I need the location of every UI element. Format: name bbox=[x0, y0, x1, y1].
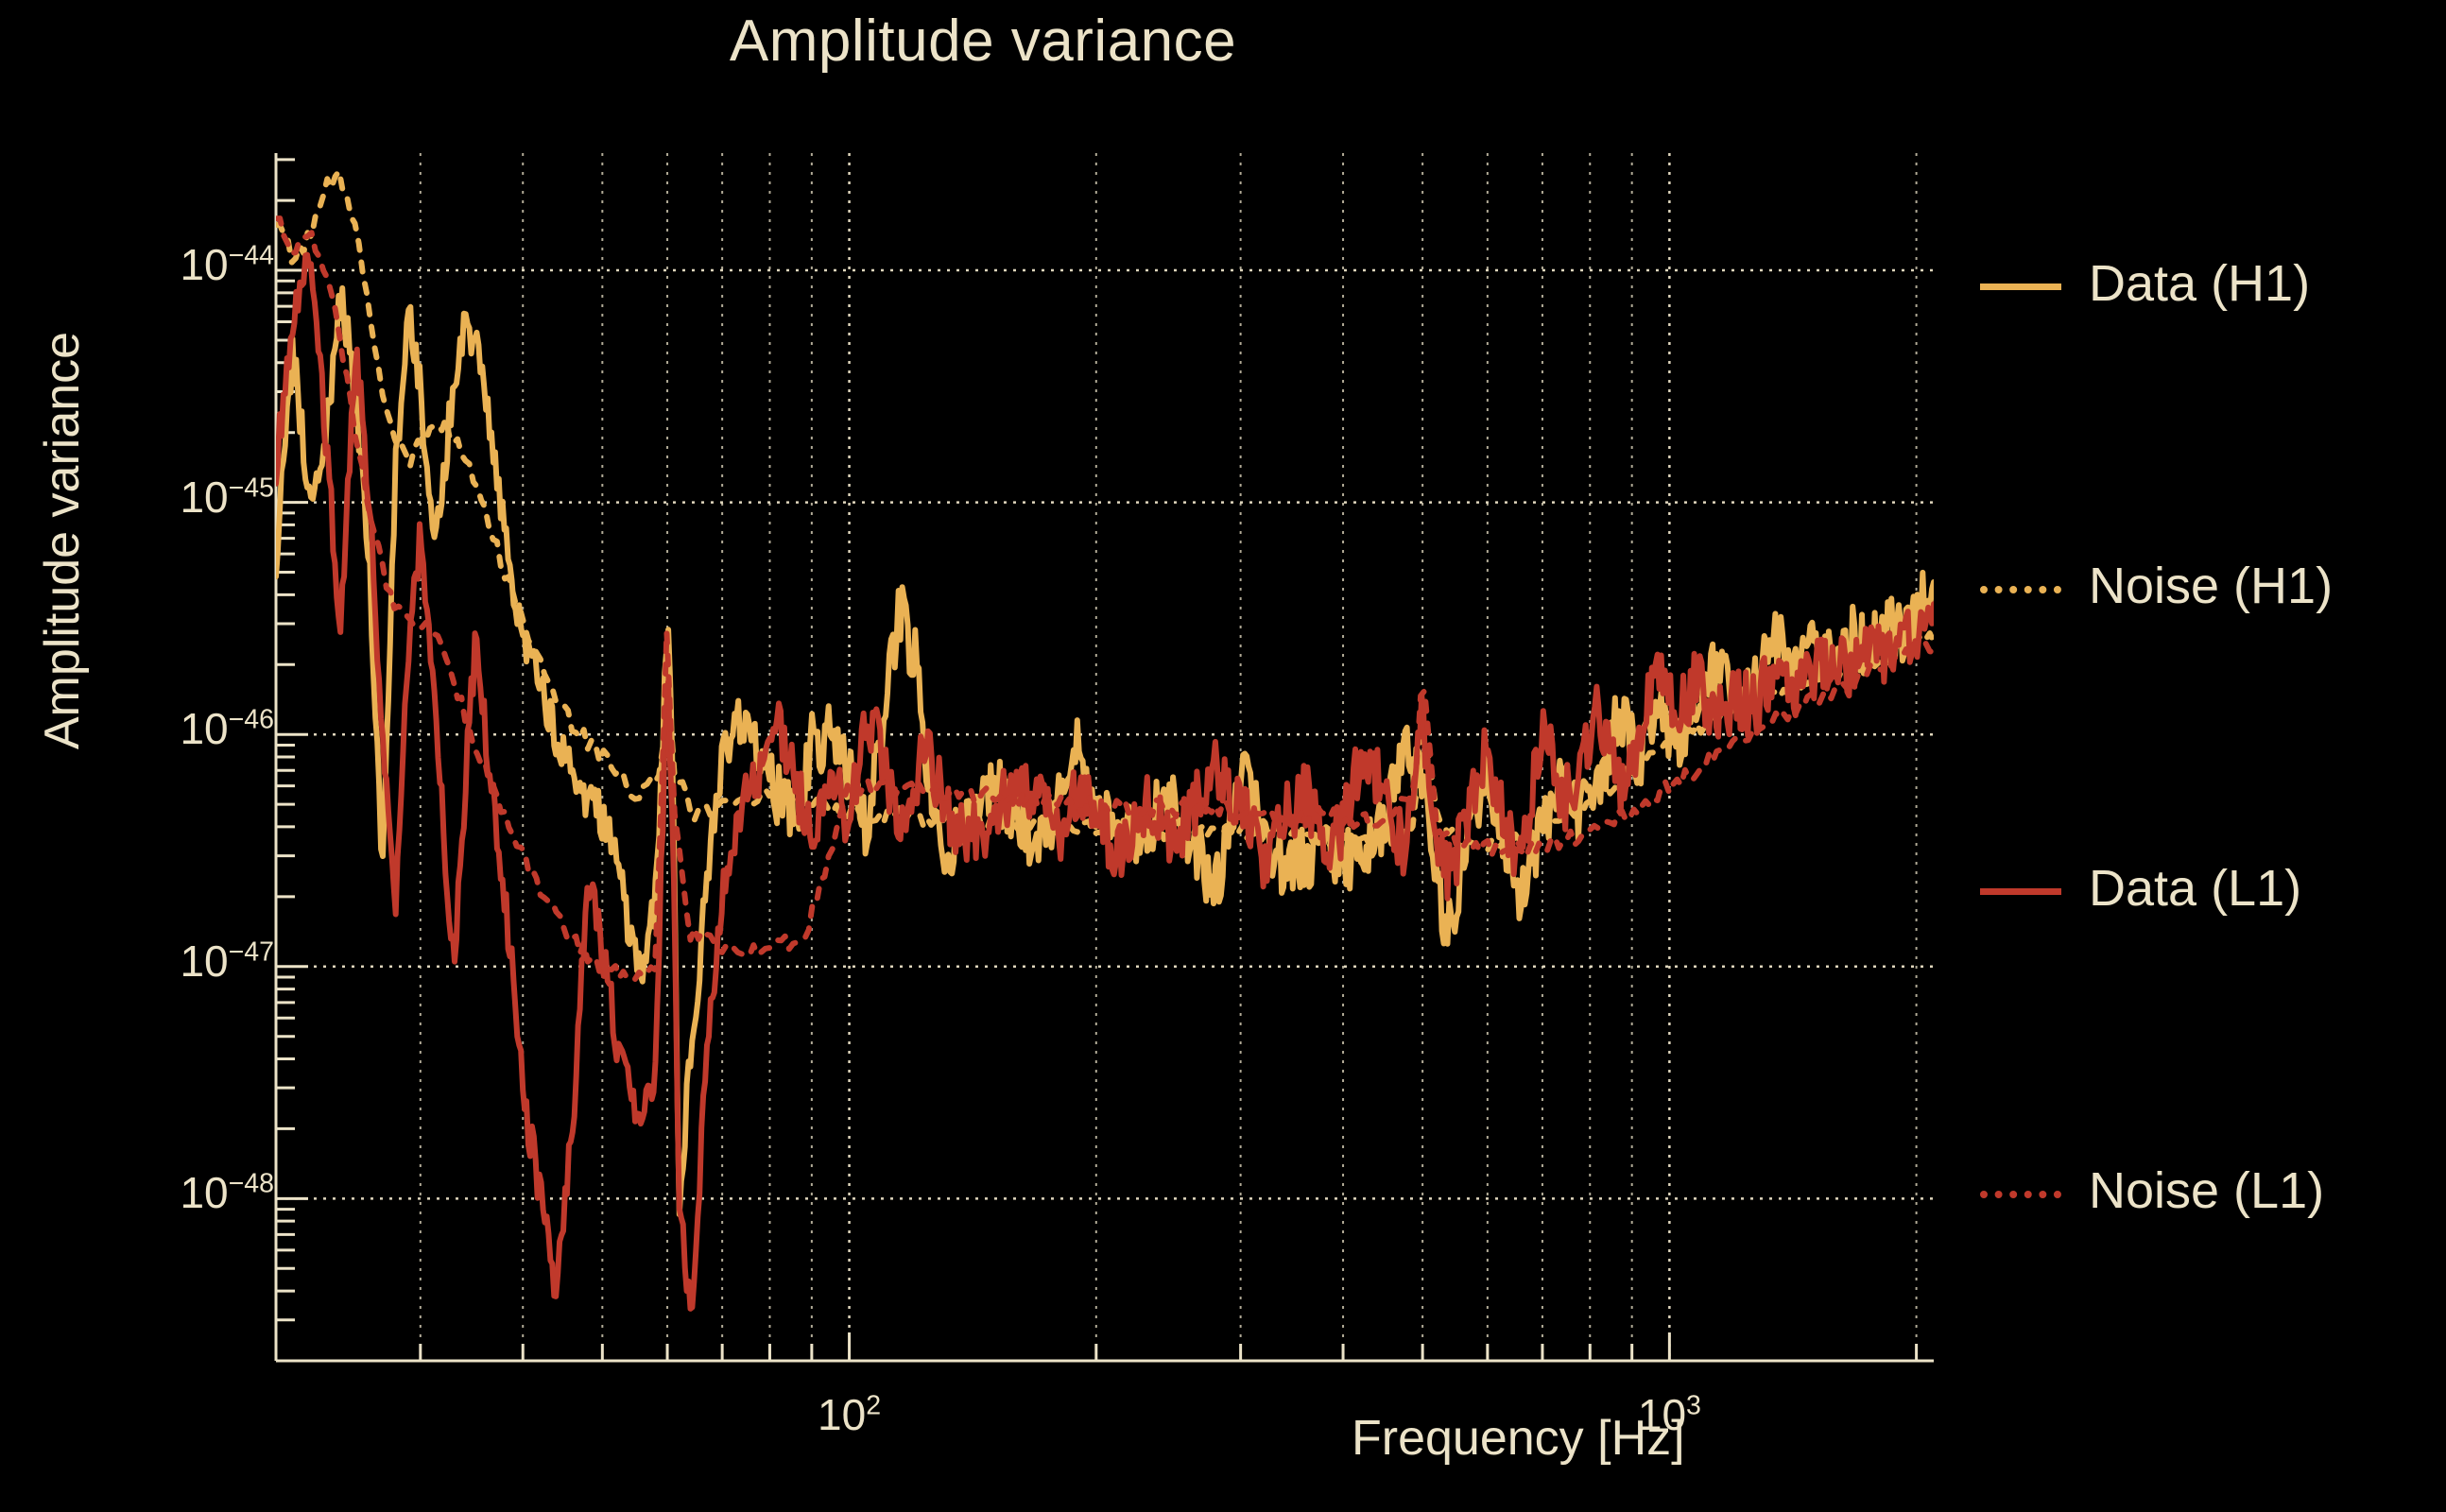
legend-entry-noise-l1[interactable]: Noise (L1) bbox=[1977, 1158, 2324, 1224]
data-series-group bbox=[276, 167, 1934, 1312]
x-axis-label: Frequency [Hz] bbox=[1352, 1411, 1685, 1466]
y-axis-tick-labels: 10−44 10−45 10−46 10−47 10−48 bbox=[28, 0, 274, 1512]
y-tick-label: 10−48 bbox=[180, 1168, 274, 1218]
legend-label: Noise (H1) bbox=[2089, 558, 2334, 614]
y-tick-label: 10−45 bbox=[180, 472, 274, 522]
data-line-noise-l1 bbox=[276, 215, 1934, 982]
legend-label: Noise (L1) bbox=[2089, 1162, 2325, 1219]
y-tick-label: 10−47 bbox=[180, 936, 274, 986]
legend-swatch-dotted-line-icon bbox=[1977, 553, 2064, 619]
legend-entry-data-l1[interactable]: Data (L1) bbox=[1977, 855, 2301, 921]
legend-label: Data (H1) bbox=[2089, 255, 2311, 312]
legend-label: Data (L1) bbox=[2089, 860, 2302, 917]
y-tick-label: 10−44 bbox=[180, 240, 274, 290]
legend-swatch-dotted-line-icon bbox=[1977, 1158, 2064, 1224]
page-title: Amplitude variance bbox=[729, 9, 1237, 74]
y-tick-label: 10−46 bbox=[180, 704, 274, 754]
chart-legend: Data (H1) Noise (H1) Data (L1) Noise (L1) bbox=[1977, 0, 2446, 1512]
legend-entry-data-h1[interactable]: Data (H1) bbox=[1977, 250, 2310, 317]
data-line-data-l1 bbox=[276, 251, 1934, 1312]
x-tick-label: 102 bbox=[818, 1390, 882, 1439]
legend-swatch-solid-line-icon bbox=[1977, 855, 2064, 921]
grid-lines bbox=[276, 153, 1934, 1361]
axis-frame bbox=[274, 153, 1934, 1363]
x-tick-label: 103 bbox=[1637, 1390, 1701, 1439]
legend-swatch-solid-line-icon bbox=[1977, 250, 2064, 317]
legend-entry-noise-h1[interactable]: Noise (H1) bbox=[1977, 553, 2333, 619]
